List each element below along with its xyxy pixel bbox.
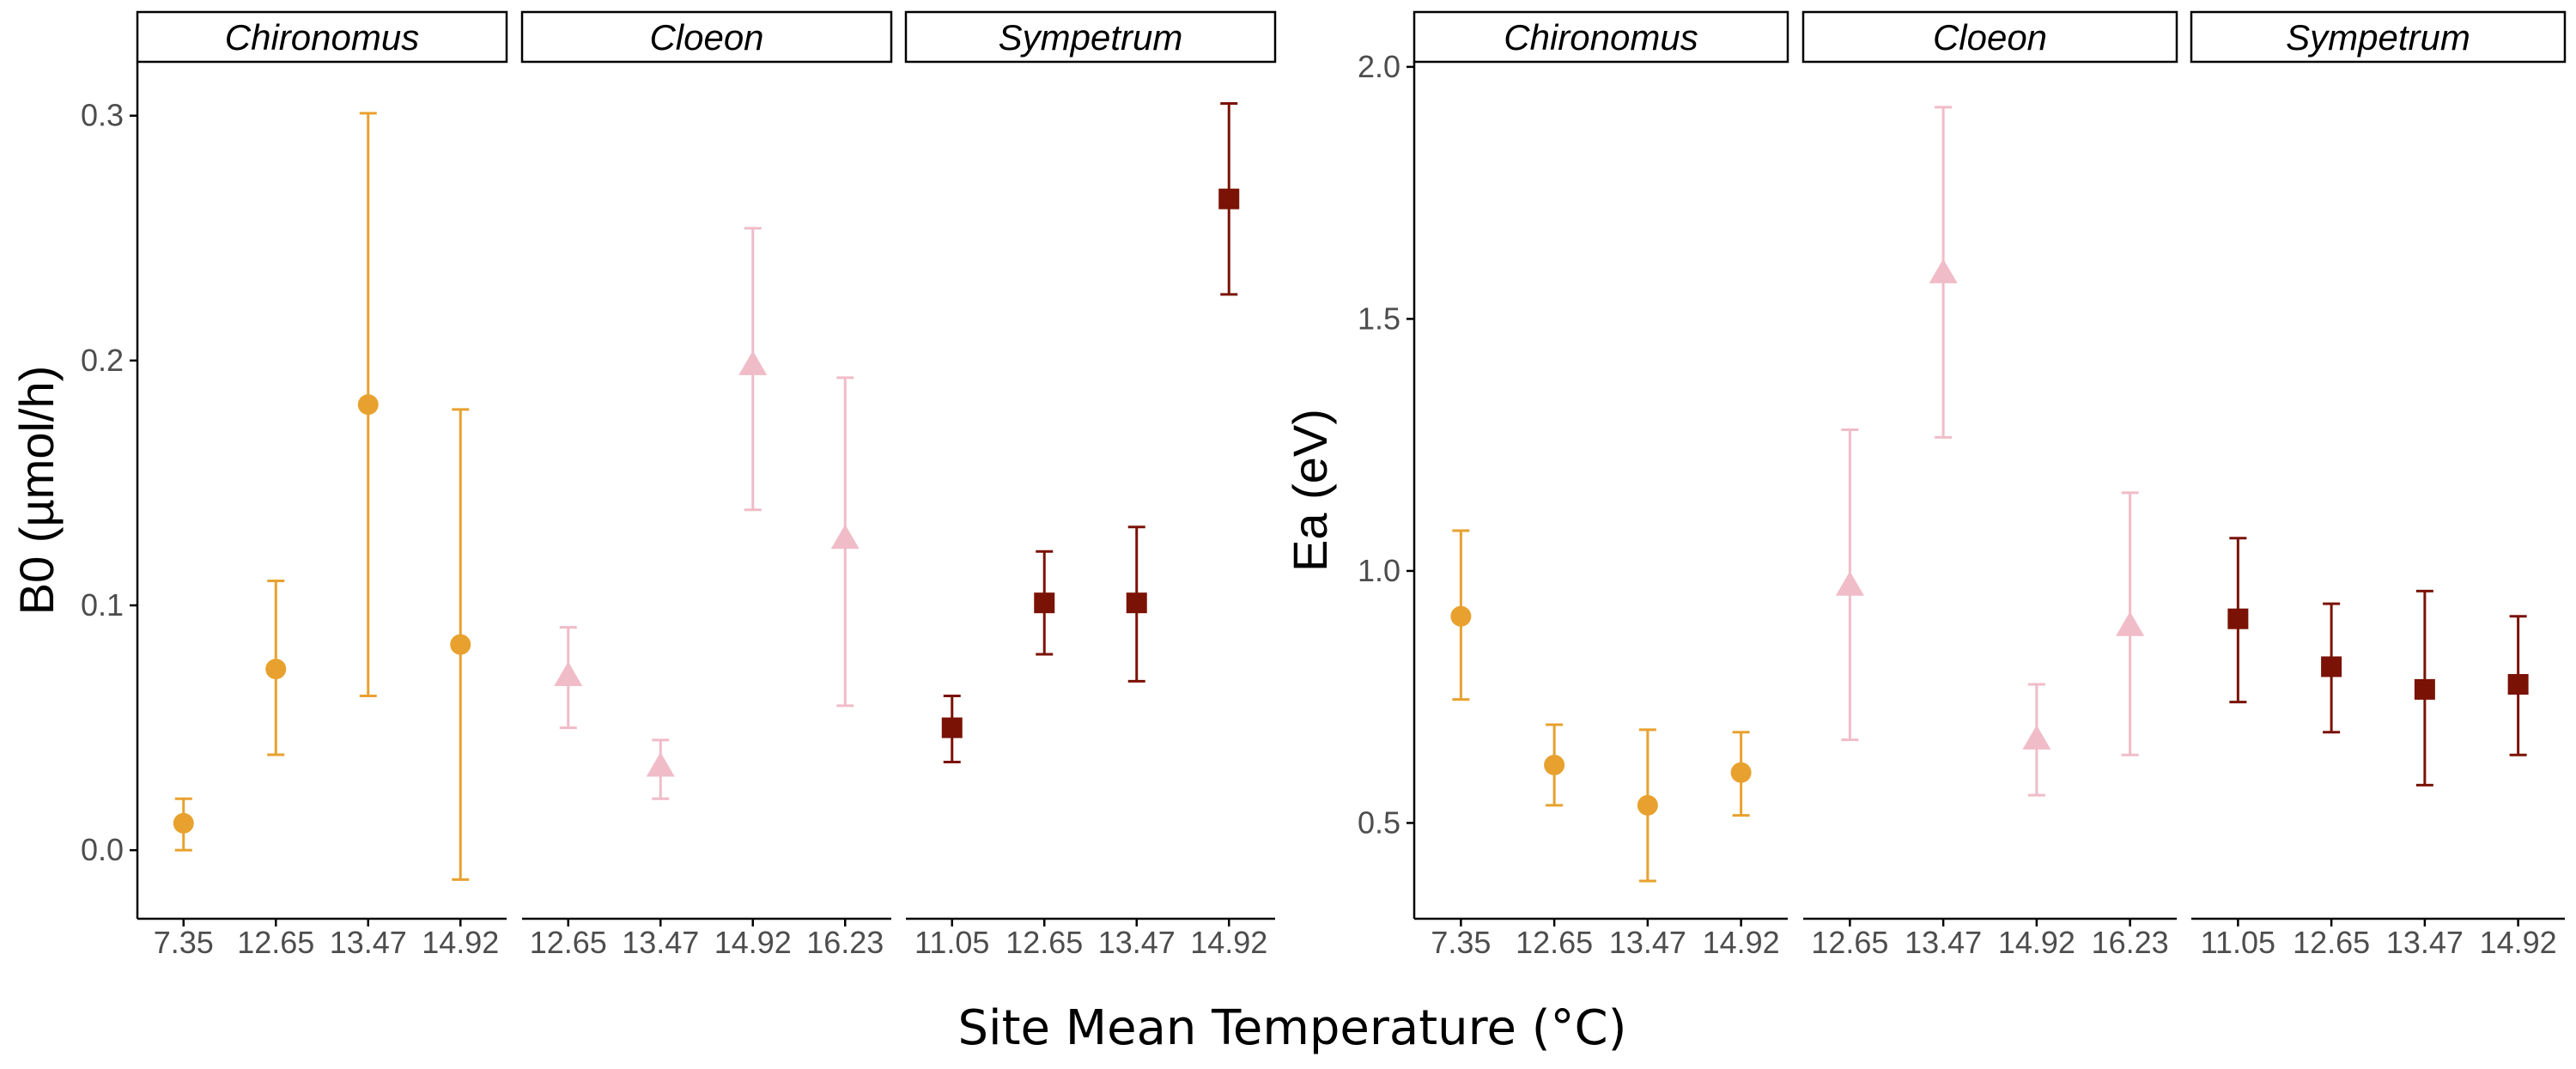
x-axis-title: Site Mean Temperature (°C)	[957, 1000, 1626, 1056]
x-tick-label: 13.47	[1609, 925, 1686, 960]
x-tick-label: 14.92	[1703, 925, 1780, 960]
x-tick-label: 7.35	[1431, 925, 1491, 960]
data-point	[265, 659, 287, 680]
data-point	[941, 717, 963, 738]
data-point	[738, 350, 768, 375]
x-tick-label: 16.23	[806, 925, 884, 960]
x-tick-label: 12.65	[1811, 925, 1888, 960]
y-tick-label: 1.5	[1358, 301, 1400, 336]
facet-strip	[904, 10, 1277, 64]
y-tick-label: 1.0	[1358, 553, 1400, 588]
x-tick-label: 7.35	[154, 925, 214, 960]
facet-strip	[1413, 10, 1789, 64]
data-point	[830, 524, 860, 550]
data-point	[173, 812, 194, 834]
facet-sympetrum: Sympetrum 11.05 12.65 13.47 14.92	[904, 10, 1277, 960]
facet-strip	[2190, 10, 2567, 64]
data-point	[2227, 608, 2249, 629]
panels: B0 (µmol/h) 0.0 0.1 0.2 0.3 Chironomus 7.35 12.…	[9, 10, 2567, 960]
panel-1: Ea (eV) 0.5 1.0 1.5 2.0 Chironomus 7.35 12.65 13…	[1283, 10, 2567, 960]
data-point	[1544, 754, 1565, 775]
data-point	[2116, 611, 2145, 636]
data-point	[2507, 674, 2529, 695]
facet-sympetrum: Sympetrum 11.05 12.65 13.47 14.92	[2190, 10, 2567, 960]
x-tick-label: 12.65	[530, 925, 607, 960]
facet-strip-label: Sympetrum	[999, 17, 1183, 58]
facet-strip-label: Cloeon	[649, 17, 763, 58]
data-point	[1450, 605, 1472, 627]
x-tick-label: 11.05	[914, 925, 989, 960]
y-axis-title: B0 (µmol/h)	[9, 366, 64, 616]
y-axis-title: Ea (eV)	[1283, 409, 1337, 572]
data-point	[2321, 656, 2342, 677]
data-point	[646, 751, 675, 777]
data-point	[1126, 592, 1147, 614]
x-tick-label: 11.05	[2201, 925, 2275, 960]
x-tick-label: 12.65	[237, 925, 314, 960]
data-point	[1929, 258, 1958, 283]
data-point	[2414, 678, 2435, 700]
x-tick-label: 13.47	[1098, 925, 1176, 960]
data-point	[1835, 571, 1864, 596]
x-tick-label: 13.47	[622, 925, 699, 960]
facet-strip	[1801, 10, 2178, 64]
y-tick-label: 0.5	[1358, 805, 1400, 840]
data-point	[554, 661, 583, 686]
facet-strip	[520, 10, 893, 64]
x-tick-label: 12.65	[1005, 925, 1083, 960]
x-tick-label: 14.92	[422, 925, 499, 960]
facet-chironomus: Chironomus 7.35 12.65 13.47 14.92	[136, 10, 508, 960]
data-point	[357, 394, 379, 416]
data-point	[1637, 794, 1658, 816]
panel-0: B0 (µmol/h) 0.0 0.1 0.2 0.3 Chironomus 7.35 12.…	[9, 10, 1277, 960]
x-tick-label: 14.92	[1190, 925, 1267, 960]
y-tick-label: 2.0	[1358, 49, 1400, 84]
facet-strip	[136, 10, 508, 64]
facet-chironomus: Chironomus 7.35 12.65 13.47 14.92	[1413, 10, 1789, 960]
x-tick-label: 12.65	[2293, 925, 2370, 960]
data-point	[1218, 188, 1240, 210]
facet-strip-label: Chironomus	[225, 17, 419, 58]
facet-cloeon: Cloeon 12.65 13.47 14.92 16.23	[1801, 10, 2178, 960]
data-point	[1034, 592, 1055, 614]
facet-strip-label: Cloeon	[1933, 17, 2047, 58]
data-point	[450, 634, 471, 655]
data-point	[1730, 762, 1752, 783]
y-tick-label: 0.1	[81, 587, 124, 623]
x-tick-label: 13.47	[2386, 925, 2464, 960]
x-tick-label: 13.47	[330, 925, 407, 960]
x-tick-label: 12.65	[1516, 925, 1593, 960]
y-tick-label: 0.2	[81, 343, 124, 378]
x-tick-label: 16.23	[2092, 925, 2169, 960]
x-tick-label: 14.92	[2480, 925, 2557, 960]
y-tick-label: 0.3	[81, 98, 124, 133]
x-tick-label: 13.47	[1905, 925, 1982, 960]
facet-strip-label: Chironomus	[1504, 17, 1698, 58]
facet-cloeon: Cloeon 12.65 13.47 14.92 16.23	[520, 10, 893, 960]
x-tick-label: 14.92	[714, 925, 792, 960]
y-tick-label: 0.0	[81, 832, 124, 867]
x-tick-label: 14.92	[1998, 925, 2075, 960]
facet-strip-label: Sympetrum	[2286, 17, 2470, 58]
data-point	[2022, 725, 2051, 750]
